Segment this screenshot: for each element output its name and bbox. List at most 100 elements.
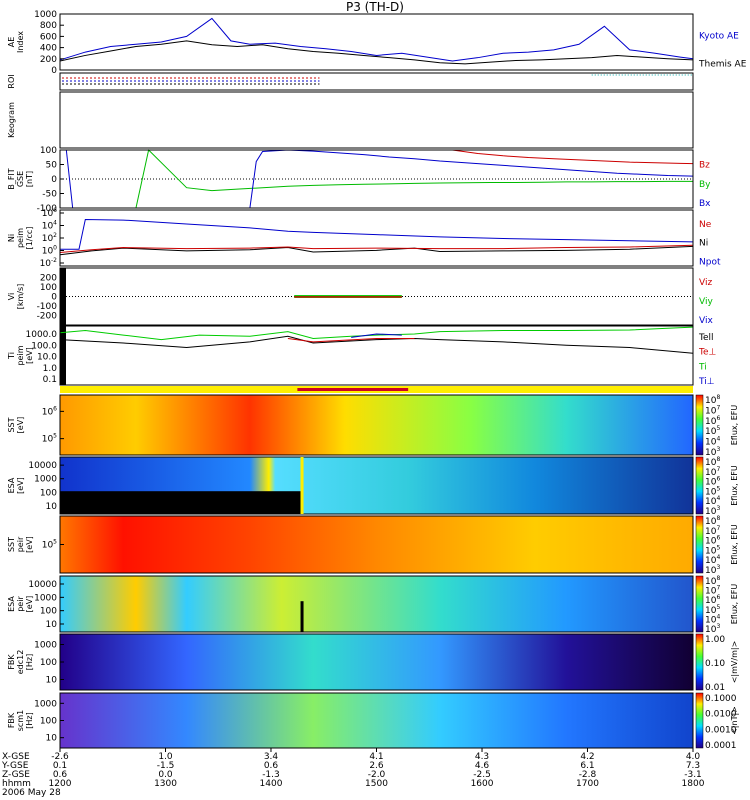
- spectrogram-fbk2: [60, 693, 693, 748]
- ti-line-teperp: [287, 337, 415, 343]
- y-tick-ni-1: 104: [42, 220, 57, 232]
- y-tick-esa1-3: 10: [46, 502, 58, 512]
- colorbar-tick-sst1-4: 104: [705, 436, 720, 448]
- series-line-bfit-1: [135, 149, 693, 209]
- y-axis-label-sst1: SST: [7, 417, 16, 432]
- y-axis-label-fbk2: [Hz]: [25, 712, 34, 728]
- esa1-yellow-stripe: [300, 457, 304, 514]
- x-tick-label-6-3: 1800: [682, 779, 705, 789]
- x-tick-label-6-1: 7.3: [686, 761, 700, 771]
- x-tick-label-5-3: 1700: [576, 779, 599, 789]
- colorbar-tick-fbk1-0: 1.00: [705, 635, 725, 645]
- y-axis-label-fbk1: FBK: [7, 654, 16, 670]
- x-tick-label-1-1: -1.5: [157, 761, 175, 771]
- colorbar-tick-sst1-1: 107: [705, 404, 720, 416]
- colorbar-label-fbk2: <|nT|>: [730, 706, 739, 735]
- y-tick-bfit-4: -100: [37, 204, 58, 214]
- legend-vi-0: Viz: [699, 278, 712, 288]
- x-tick-label-2-2: -1.3: [262, 770, 280, 780]
- series-line-bfit-2: [65, 149, 694, 209]
- colorbar-fbk2: [695, 692, 704, 749]
- colorbar-tick-sst2-3: 105: [705, 544, 720, 556]
- spectrogram-sst1: [60, 395, 693, 455]
- y-axis-label-ni: peim: [16, 228, 25, 248]
- panel-frame-esa1: [59, 456, 694, 515]
- y-tick-ae-5: 0: [51, 66, 57, 76]
- legend-ti-0: Tell: [698, 333, 714, 343]
- x-tick-label-0-2: 0.6: [53, 770, 68, 780]
- y-axis-label-ni: [1/cc]: [25, 227, 34, 250]
- x-tick-label-6-2: -3.1: [684, 770, 702, 780]
- ti-line-tell: [59, 335, 694, 354]
- legend-vi-1: Viy: [699, 297, 713, 307]
- colorbar-label-fbk1: <|mV/m|>: [730, 641, 739, 684]
- y-tick-fbk1-0: 1000: [34, 641, 57, 651]
- colorbar-tick-fbk1-2: 0.01: [705, 683, 725, 693]
- y-axis-label-fbk2: FBK: [7, 712, 16, 728]
- y-axis-label-fbk2: scm1: [16, 710, 25, 731]
- colorbar-tick-esa2-4: 104: [705, 613, 720, 625]
- legend-ni-2: Npot: [699, 257, 721, 267]
- y-axis-label-sst2: [eV]: [25, 536, 34, 553]
- x-tick-label-1-0: 1.0: [158, 752, 173, 762]
- panel-frame-keogram: [59, 91, 694, 149]
- panel-frame-ae: [59, 13, 694, 71]
- colorbar-tick-sst2-5: 103: [705, 564, 720, 576]
- legend-ti-2: Ti: [698, 362, 707, 372]
- esa2-dark-stripe: [300, 601, 304, 632]
- x-tick-label-4-3: 1600: [471, 779, 494, 789]
- colorbar-tick-sst1-2: 106: [705, 415, 720, 427]
- spectrogram-esa2: [60, 576, 693, 632]
- x-axis-row-label-3: hhmm: [2, 779, 31, 789]
- colorbar-tick-fbk2-2: 0.0010: [705, 725, 737, 735]
- legend-ni-0: Ne: [699, 220, 712, 230]
- legend-ti-1: Te⊥: [698, 348, 717, 358]
- y-tick-ae-3: 400: [40, 44, 57, 54]
- y-axis-label-sst2: SST: [7, 537, 16, 552]
- esa1-dark-region: [60, 491, 301, 514]
- y-tick-ti-0: 1000.0: [26, 330, 58, 340]
- colorbar-tick-sst1-0: 108: [705, 394, 720, 406]
- y-axis-label-vi: [km/s]: [16, 284, 25, 310]
- colorbar-sst1: [695, 394, 704, 456]
- y-tick-vi-2: 0: [51, 293, 57, 303]
- y-axis-label-sst2: peir: [16, 536, 25, 552]
- x-tick-label-3-2: -2.0: [368, 770, 386, 780]
- series-line-ae-0: [59, 17, 694, 62]
- colorbar-tick-sst2-4: 104: [705, 554, 720, 566]
- y-axis-label-bfit: B_FIT: [7, 168, 16, 189]
- panel-frame-ni: [59, 209, 694, 267]
- y-tick-bfit-1: 50: [46, 161, 58, 171]
- panel-frame-sst1: [59, 394, 694, 456]
- colorbar-tick-esa2-0: 108: [705, 575, 720, 587]
- x-tick-label-5-1: 6.1: [580, 761, 594, 771]
- x-tick-label-1-3: 1300: [154, 779, 177, 789]
- y-tick-fbk1-1: 100: [40, 658, 57, 668]
- colorbar-fbk1: [695, 633, 704, 691]
- ni-line-npot: [60, 219, 694, 250]
- y-tick-ti-3: 1.0: [43, 364, 58, 374]
- x-axis-date: 2006 May 28: [2, 788, 61, 798]
- y-axis-label-roi: ROI: [7, 74, 16, 88]
- y-axis-label-ti: Ti: [7, 352, 16, 360]
- y-tick-vi-1: 100: [40, 283, 57, 293]
- y-axis-label-fbk1: [Hz]: [25, 654, 34, 670]
- colorbar-tick-esa1-0: 108: [705, 456, 720, 468]
- y-tick-ae-4: 200: [40, 55, 57, 65]
- ti-line-tiperp: [351, 333, 402, 338]
- legend-ni-1: Ni: [699, 239, 708, 249]
- y-axis-label-ae: Index: [16, 31, 25, 53]
- x-tick-label-5-0: 4.2: [580, 752, 594, 762]
- y-tick-bfit-3: -50: [42, 190, 57, 200]
- y-tick-esa2-1: 1000: [34, 593, 57, 603]
- colorbar-esa1: [695, 456, 704, 515]
- x-tick-label-0-0: -2.6: [51, 752, 69, 762]
- vi-band-red: [294, 296, 402, 298]
- y-tick-ae-1: 800: [40, 21, 57, 31]
- colorbar-tick-esa2-1: 107: [705, 585, 720, 597]
- colorbar-tick-fbk1-1: 0.10: [705, 659, 725, 669]
- y-axis-label-esa2: ESA: [7, 596, 16, 612]
- y-axis-label-ae: AE: [7, 37, 16, 48]
- y-tick-ni-2: 102: [42, 232, 57, 244]
